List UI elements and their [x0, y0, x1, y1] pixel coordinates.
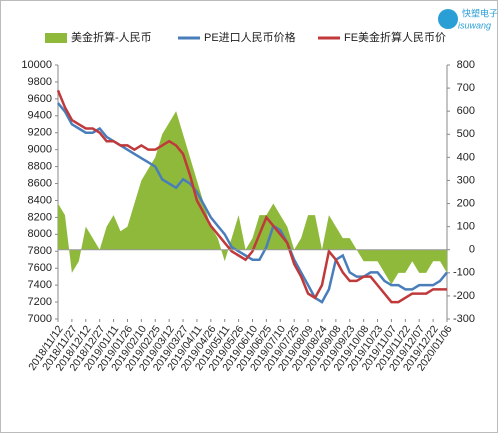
y-tick-label: 9400 — [28, 110, 52, 122]
y-tick-label: 9800 — [28, 76, 52, 88]
y2-tick-label: 400 — [457, 151, 475, 163]
y-tick-label: 8200 — [28, 211, 52, 223]
line — [57, 102, 448, 304]
legend-swatch — [45, 33, 67, 43]
y-tick-label: 8000 — [28, 228, 52, 240]
y-tick-label: 7200 — [28, 296, 52, 308]
logo-icon — [438, 9, 458, 29]
y2-tick-label: 200 — [457, 197, 475, 209]
y-tick-label: 9000 — [28, 144, 52, 156]
y2-tick-label: 500 — [457, 128, 475, 140]
y-tick-label: 10000 — [21, 59, 52, 71]
y2-tick-label: 700 — [457, 82, 475, 94]
y-tick-label: 7800 — [28, 245, 52, 257]
y2-tick-label: 100 — [457, 221, 475, 233]
y-tick-label: 9600 — [28, 93, 52, 105]
line — [56, 89, 447, 304]
y-tick-label: 8400 — [28, 194, 52, 206]
legend-label: FE美金折算人民币价 — [344, 30, 446, 44]
y2-tick-label: 0 — [469, 244, 475, 256]
y2-tick-label: -300 — [453, 313, 475, 325]
y-tick-label: 7600 — [28, 262, 52, 274]
y-tick-label: 7000 — [28, 313, 52, 325]
y-tick-label: 8600 — [28, 177, 52, 189]
y2-tick-label: 600 — [457, 105, 475, 117]
y2-tick-label: 800 — [457, 59, 475, 71]
y2-tick-label: -100 — [453, 267, 475, 279]
logo-site: isuwang — [458, 20, 491, 30]
y-tick-label: 7400 — [28, 279, 52, 291]
y2-tick-label: -200 — [453, 290, 475, 302]
legend-label: 美金折算-人民币 — [71, 30, 152, 44]
area — [58, 111, 447, 285]
y2-tick-label: 300 — [457, 174, 475, 186]
logo-name: 快塑电子 — [462, 7, 498, 18]
legend-label: PE进口人民币价格 — [204, 30, 296, 44]
y-tick-label: 8800 — [28, 161, 52, 173]
y-tick-label: 9200 — [28, 127, 52, 139]
